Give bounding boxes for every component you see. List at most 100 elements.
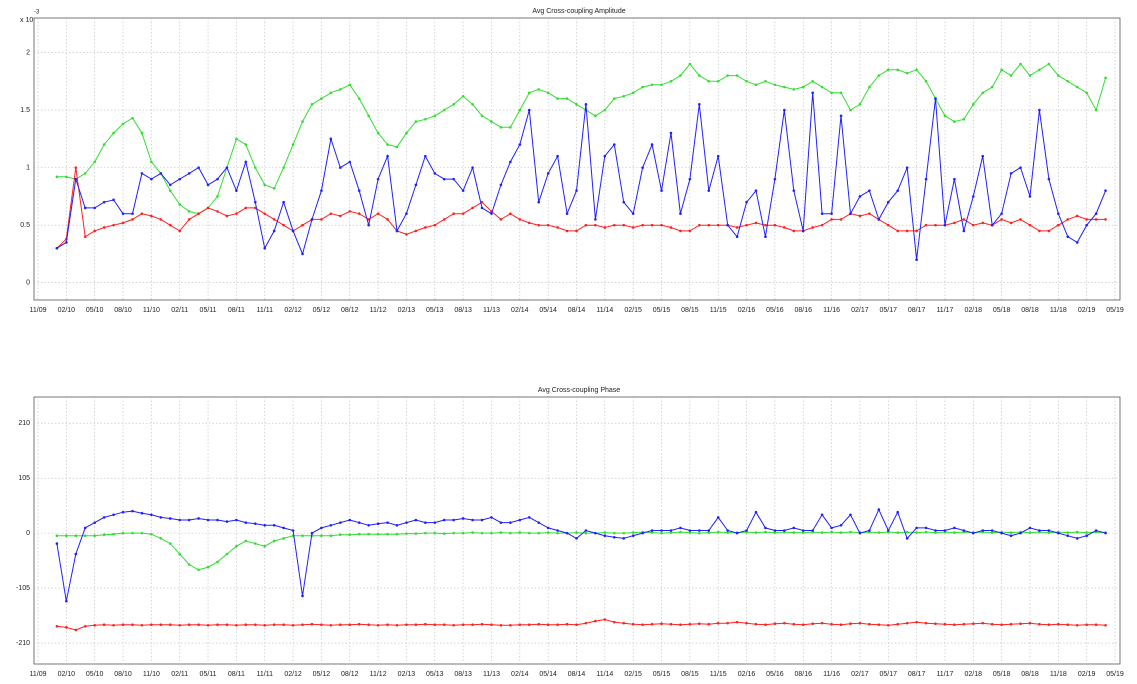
data-point (244, 143, 248, 146)
data-point (65, 241, 68, 244)
data-point (707, 223, 711, 227)
data-point (1047, 177, 1051, 181)
x-tick-label: 08/16 (794, 671, 812, 678)
data-point (112, 513, 115, 517)
data-point (376, 522, 380, 525)
data-point (575, 189, 578, 192)
data-point (301, 252, 304, 256)
data-point (565, 531, 569, 535)
x-tick-label: 11/16 (823, 671, 840, 678)
data-point (452, 212, 455, 215)
data-point (726, 223, 729, 227)
data-point (1104, 218, 1107, 221)
data-point (546, 223, 550, 227)
data-point (386, 154, 389, 158)
data-point (339, 533, 342, 536)
data-point (461, 212, 465, 215)
x-tick-label: 08/17 (908, 671, 926, 678)
y-tick-label: 0 (26, 280, 30, 287)
data-point (93, 160, 96, 164)
data-point (877, 531, 881, 534)
data-point (546, 91, 550, 95)
data-point (1038, 529, 1041, 532)
data-point (490, 531, 493, 535)
data-point (575, 229, 578, 233)
data-point (83, 625, 87, 628)
x-tick-label: 11/15 (710, 671, 727, 678)
x-tick-label: 05/11 (200, 307, 217, 314)
data-point (622, 537, 626, 540)
data-point (159, 516, 163, 519)
data-point (509, 212, 512, 215)
data-point (150, 177, 153, 181)
data-point (801, 529, 805, 532)
x-tick-label: 11/09 (30, 671, 47, 678)
data-point (915, 531, 918, 534)
data-point (102, 623, 106, 627)
data-point (329, 523, 333, 527)
data-point (886, 529, 890, 532)
x-tick-label: 11/10 (143, 671, 160, 678)
data-point (55, 246, 59, 250)
data-point (1066, 235, 1070, 238)
data-point (537, 200, 541, 204)
data-point (707, 529, 711, 532)
data-point (527, 623, 531, 627)
data-point (272, 187, 276, 190)
data-point (225, 552, 229, 556)
data-point (839, 91, 843, 95)
data-point (499, 531, 503, 534)
data-point (150, 513, 153, 517)
data-point (1000, 212, 1003, 215)
data-point (424, 622, 427, 626)
data-point (679, 229, 682, 233)
data-point (858, 103, 862, 106)
data-point (868, 212, 871, 215)
x-tick-label: 02/12 (284, 307, 302, 314)
data-point (1085, 531, 1088, 534)
x-tick-label: 05/15 (653, 307, 671, 314)
data-point (660, 189, 663, 192)
data-point (452, 177, 455, 181)
data-point (754, 510, 758, 514)
data-point (565, 97, 569, 100)
data-point (339, 623, 342, 627)
data-point (499, 521, 503, 524)
data-point (735, 531, 739, 535)
x-tick-label: 11/11 (256, 307, 273, 314)
data-point (490, 212, 493, 215)
data-point (698, 531, 701, 535)
data-point (537, 521, 541, 524)
data-point (1019, 218, 1022, 221)
data-point (631, 91, 635, 95)
x-tick-label: 05/13 (426, 671, 444, 678)
data-point (556, 226, 559, 229)
data-point (849, 212, 852, 215)
data-point (55, 542, 59, 545)
data-point (527, 516, 531, 519)
data-point (527, 531, 531, 535)
data-point (745, 200, 748, 204)
data-point (263, 212, 267, 215)
data-point (121, 212, 125, 215)
data-point (83, 172, 87, 175)
x-tick-label: 05/18 (993, 307, 1011, 314)
data-point (1075, 623, 1079, 627)
data-point (679, 212, 682, 215)
data-point (461, 94, 465, 98)
data-point (764, 80, 767, 83)
data-point (1085, 534, 1088, 538)
x-tick-label: 11/16 (823, 307, 840, 314)
data-point (631, 622, 635, 626)
data-point (102, 516, 106, 519)
x-tick-label: 08/18 (1021, 671, 1039, 678)
data-point (405, 131, 408, 135)
data-point (707, 189, 711, 192)
data-point (1009, 534, 1013, 538)
data-point (783, 226, 786, 229)
data-point (376, 212, 380, 215)
data-point (509, 531, 512, 535)
data-point (518, 108, 522, 112)
data-point (537, 223, 541, 227)
data-point (83, 526, 87, 530)
